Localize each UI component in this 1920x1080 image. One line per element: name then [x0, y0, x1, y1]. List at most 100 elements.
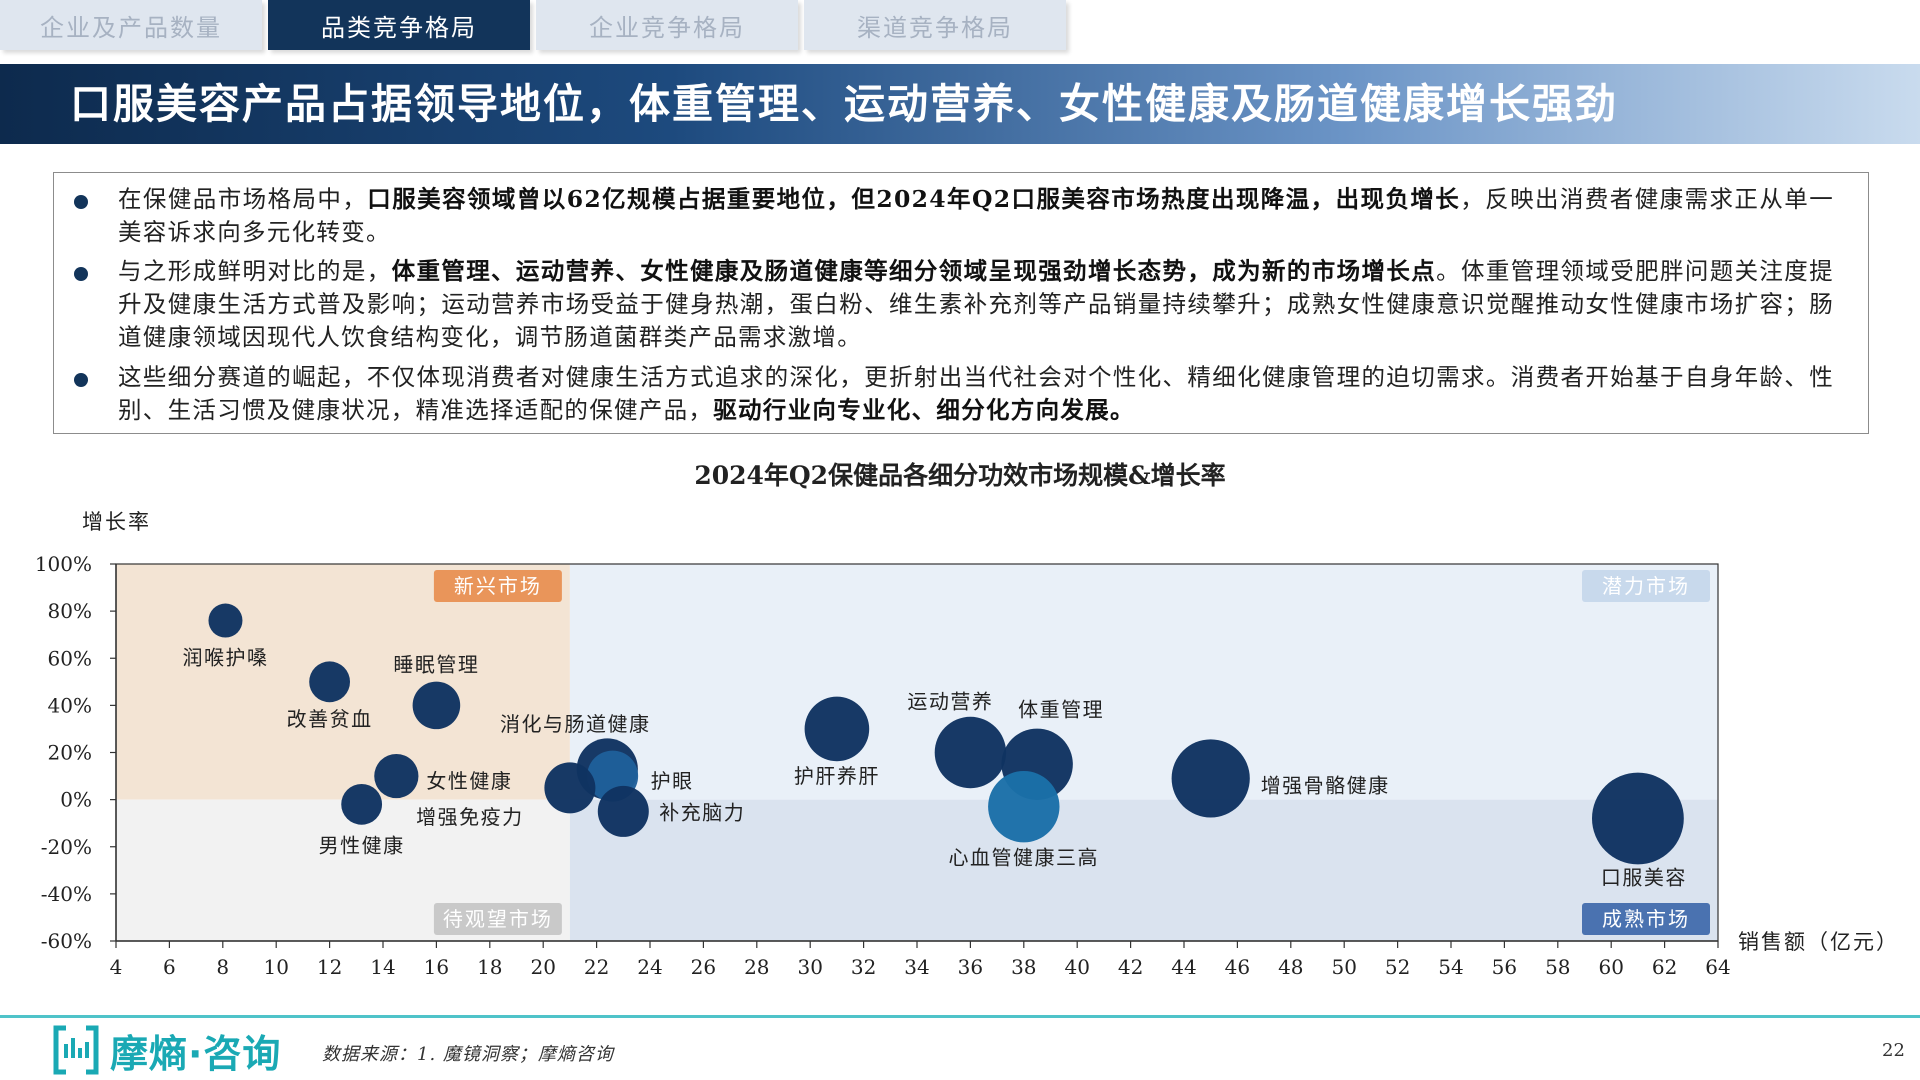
summary-bullet: 在保健品市场格局中，口服美容领域曾以62亿规模占据重要地位，但2024年Q2口服…	[74, 183, 1834, 249]
bubble-label: 补充脑力	[659, 800, 745, 824]
bracket-bars-icon	[53, 1025, 99, 1075]
x-tick-label: 12	[317, 955, 342, 979]
y-tick-label: -20%	[41, 835, 92, 859]
tab-channel-competition[interactable]: 渠道竞争格局	[804, 0, 1066, 50]
quadrant-label-badge	[433, 903, 562, 935]
bubble-label: 改善贫血	[287, 707, 373, 731]
x-tick-label: 42	[1118, 955, 1143, 979]
bullet-dot-icon	[74, 195, 88, 209]
data-bubble	[597, 785, 649, 837]
chart-title: 2024年Q2保健品各细分功效市场规模&增长率	[694, 461, 1226, 490]
bubble-label: 润喉护嗓	[182, 646, 268, 670]
quadrant-label-badge	[433, 570, 562, 602]
data-bubble	[341, 783, 383, 825]
data-bubble	[412, 681, 461, 730]
bullet-dot-icon	[74, 267, 88, 281]
bubble-label: 睡眠管理	[393, 652, 479, 676]
bubble-label: 女性健康	[426, 769, 512, 793]
page-number: 22	[1882, 1040, 1905, 1061]
bubble-label: 消化与肠道健康	[500, 712, 651, 736]
y-tick-label: 80%	[48, 599, 92, 623]
data-bubble	[804, 696, 870, 762]
bubble-label: 男性健康	[319, 833, 405, 857]
data-bubble	[1592, 772, 1684, 865]
quadrant-label: 潜力市场	[1602, 574, 1690, 598]
summary-bullet: 与之形成鲜明对比的是，体重管理、运动营养、女性健康及肠道健康等细分领域呈现强劲增…	[74, 255, 1834, 354]
data-bubble	[988, 770, 1060, 843]
page-title: 口服美容产品占据领导地位，体重管理、运动营养、女性健康及肠道健康增长强劲	[70, 80, 1618, 128]
x-tick-label: 34	[904, 955, 929, 979]
x-tick-label: 50	[1331, 955, 1356, 979]
bubble-label: 护眼	[651, 769, 694, 793]
x-tick-label: 16	[424, 955, 449, 979]
x-tick-label: 38	[1011, 955, 1036, 979]
x-tick-label: 48	[1278, 955, 1303, 979]
quadrant-label-badge	[1582, 570, 1710, 602]
tab-category-competition[interactable]: 品类竞争格局	[268, 0, 530, 50]
title-banner: 口服美容产品占据领导地位，体重管理、运动营养、女性健康及肠道健康增长强劲	[0, 64, 1920, 144]
brand-logo: 摩熵·咨询	[52, 1022, 281, 1078]
tab-company-product-count[interactable]: 企业及产品数量	[0, 0, 262, 50]
x-axis-label: 销售额（亿元）	[1738, 930, 1899, 954]
x-tick-label: 4	[110, 955, 123, 979]
x-tick-label: 10	[263, 955, 288, 979]
footer-divider	[0, 1015, 1920, 1018]
bullet-text: 与之形成鲜明对比的是，体重管理、运动营养、女性健康及肠道健康等细分领域呈现强劲增…	[118, 257, 1834, 351]
quadrant-label-badge	[1582, 903, 1710, 935]
y-tick-label: 60%	[48, 646, 92, 670]
quadrant-bottom-right	[569, 799, 1718, 941]
bubble-label: 体重管理	[1018, 697, 1104, 721]
data-source: 数据来源：1. 魔镜洞察；摩熵咨询	[322, 1044, 614, 1065]
x-tick-label: 60	[1598, 955, 1623, 979]
logo-text: 摩熵·咨询	[110, 1031, 282, 1076]
quadrant-label: 待观望市场	[443, 907, 553, 931]
summary-bullet: 这些细分赛道的崛起，不仅体现消费者对健康生活方式追求的深化，更折射出当代社会对个…	[74, 361, 1834, 427]
x-tick-label: 58	[1545, 955, 1570, 979]
bubble-label: 增强免疫力	[416, 805, 524, 829]
data-bubble	[1171, 739, 1250, 818]
data-bubble	[208, 603, 243, 638]
x-tick-label: 14	[370, 955, 395, 979]
x-tick-label: 36	[958, 955, 983, 979]
x-tick-label: 30	[797, 955, 822, 979]
x-tick-label: 32	[851, 955, 876, 979]
y-axis-label: 增长率	[82, 510, 151, 534]
y-tick-label: -40%	[41, 882, 92, 906]
x-tick-label: 56	[1492, 955, 1517, 979]
x-tick-label: 28	[744, 955, 769, 979]
x-tick-label: 22	[584, 955, 609, 979]
x-tick-label: 64	[1705, 955, 1730, 979]
y-tick-label: -60%	[41, 929, 92, 953]
x-tick-label: 6	[163, 955, 176, 979]
y-tick-label: 40%	[48, 693, 92, 717]
x-tick-label: 26	[691, 955, 716, 979]
bullet-dot-icon	[74, 373, 88, 387]
bullet-text: 这些细分赛道的崛起，不仅体现消费者对健康生活方式追求的深化，更折射出当代社会对个…	[118, 363, 1834, 424]
bubble-label: 口服美容	[1601, 865, 1687, 889]
x-tick-label: 54	[1438, 955, 1463, 979]
x-tick-label: 44	[1171, 955, 1196, 979]
data-bubble	[544, 762, 596, 814]
quadrant-top-right	[569, 564, 1718, 800]
x-tick-label: 18	[477, 955, 502, 979]
y-tick-label: 100%	[35, 552, 92, 576]
data-bubble	[309, 661, 350, 703]
tab-company-competition[interactable]: 企业竞争格局	[536, 0, 798, 50]
bubble-label: 心血管健康三高	[949, 846, 1100, 870]
x-tick-label: 46	[1225, 955, 1250, 979]
y-tick-label: 20%	[48, 741, 92, 765]
bubble-label: 护肝养肝	[794, 764, 880, 788]
bubble-label: 运动营养	[907, 690, 993, 714]
data-bubble	[934, 716, 1007, 789]
quadrant-label: 新兴市场	[454, 574, 542, 598]
quadrant-label: 成熟市场	[1602, 907, 1690, 931]
tab-bar: 企业及产品数量 品类竞争格局 企业竞争格局 渠道竞争格局	[0, 0, 1080, 52]
y-tick-label: 0%	[60, 788, 92, 812]
bullet-text: 在保健品市场格局中，口服美容领域曾以62亿规模占据重要地位，但2024年Q2口服…	[118, 185, 1835, 246]
x-tick-label: 62	[1652, 955, 1677, 979]
data-bubble	[374, 753, 419, 799]
x-tick-label: 40	[1064, 955, 1089, 979]
x-tick-label: 52	[1385, 955, 1410, 979]
x-tick-label: 24	[637, 955, 662, 979]
